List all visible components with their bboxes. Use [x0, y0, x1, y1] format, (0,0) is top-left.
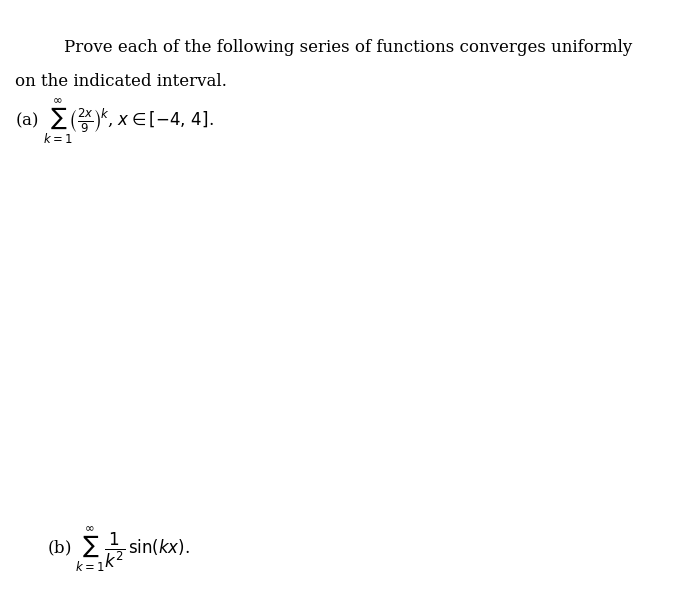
Text: (a) $\sum_{k=1}^{\infty}\!\left(\frac{2x}{9}\right)^{\!k}$, $x \in [-4,\,4]$.: (a) $\sum_{k=1}^{\infty}\!\left(\frac{2x… — [15, 96, 214, 146]
Text: (b) $\sum_{k=1}^{\infty} \dfrac{1}{k^2}\,\sin(kx)$.: (b) $\sum_{k=1}^{\infty} \dfrac{1}{k^2}\… — [47, 525, 190, 574]
Text: on the indicated interval.: on the indicated interval. — [15, 73, 227, 90]
Text: Prove each of the following series of functions converges uniformly: Prove each of the following series of fu… — [64, 39, 632, 56]
